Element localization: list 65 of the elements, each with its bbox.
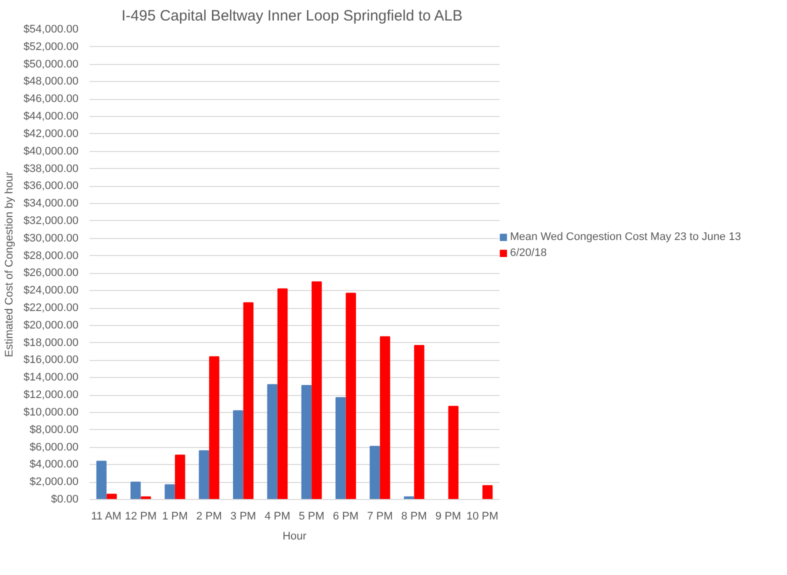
bar [448,406,458,500]
bar [370,446,380,500]
bar [482,485,493,500]
x-tick-label: 5 PM [298,510,324,522]
y-tick-label: $42,000.00 [23,128,79,140]
y-tick-label: $30,000.00 [23,232,79,244]
y-tick-label: $14,000.00 [23,372,79,384]
y-tick-label: $50,000.00 [23,58,79,70]
x-tick-label: 4 PM [264,510,290,522]
x-tick-label: 6 PM [332,510,359,522]
legend-label: Mean Wed Congestion Cost May 23 to June 13 [510,231,741,243]
y-tick-label: $6,000.00 [30,441,78,454]
bar [130,482,141,500]
x-tick-label: 8 PM [401,510,427,522]
y-tick-label: $26,000.00 [23,267,79,280]
x-tick-label: 3 PM [230,510,256,522]
y-tick-label: $28,000.00 [23,250,79,262]
x-tick-label: 12 PM [124,510,157,522]
x-tick-label: 9 PM [435,510,462,522]
bar [198,450,210,500]
bar [96,460,107,500]
bar [106,494,117,500]
x-tick-label: 2 PM [196,510,222,522]
y-tick-label: $40,000.00 [23,145,79,158]
bar [301,384,312,500]
y-tick-label: $38,000.00 [23,162,79,175]
y-tick-label: $48,000.00 [23,76,79,88]
x-tick-label: 7 PM [367,510,393,522]
y-tick-label: $16,000.00 [23,354,79,366]
bar [209,356,220,500]
bar [174,454,186,500]
y-tick-label: $36,000.00 [23,180,79,192]
bar [233,410,244,500]
x-tick-label: 1 PM [162,510,188,522]
y-tick-label: $34,000.00 [23,198,79,210]
y-tick-label: $10,000.00 [23,406,79,418]
x-tick-label: 11 AM [91,510,122,522]
y-tick-label: $32,000.00 [23,214,79,227]
y-tick-label: $20,000.00 [23,319,79,332]
bar [243,302,254,500]
x-tick-label: 10 PM [466,510,498,522]
y-tick-label: $4,000.00 [30,458,78,471]
y-tick-label: $24,000.00 [23,284,79,297]
x-axis-title: Hour [282,530,307,542]
y-tick-label: $46,000.00 [23,93,79,106]
y-tick-label: $18,000.00 [23,336,79,349]
bar [414,344,424,500]
y-tick-label: $52,000.00 [23,40,79,53]
bar [346,292,356,500]
y-tick-label: $22,000.00 [23,302,79,314]
bar [164,484,175,500]
bar [277,288,288,500]
y-tick-label: $12,000.00 [23,389,79,402]
legend-label: 6/20/18 [510,247,547,259]
chart-title: I-495 Capital Beltway Inner Loop Springfield to ALB [121,8,463,24]
y-tick-label: $44,000.00 [23,110,79,123]
y-tick-label: $8,000.00 [30,424,78,436]
bar [312,281,322,500]
y-tick-label: $0.00 [50,494,79,506]
bar [267,384,278,500]
y-tick-label: $2,000.00 [30,476,78,488]
y-tick-label: $54,000.00 [23,24,79,36]
bar [380,336,390,500]
y-axis-title: Estimated Cost of Congestion by hour [3,172,16,358]
bar [336,397,346,500]
